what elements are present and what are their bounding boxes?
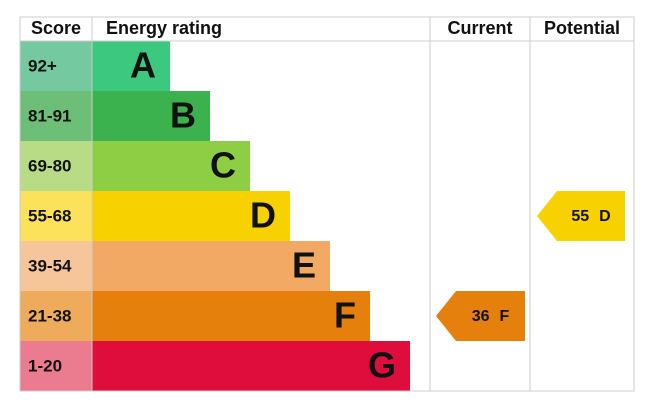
score-cell bbox=[20, 191, 92, 241]
arrow-shape bbox=[436, 291, 525, 341]
score-cell bbox=[20, 91, 92, 141]
rating-letter: D bbox=[250, 195, 276, 236]
score-label: 69-80 bbox=[28, 156, 71, 175]
rating-letter: B bbox=[170, 95, 196, 136]
header-potential: Potential bbox=[544, 18, 620, 38]
rating-bar bbox=[92, 91, 210, 141]
score-cell bbox=[20, 141, 92, 191]
score-cell bbox=[20, 241, 92, 291]
header-current: Current bbox=[447, 18, 512, 38]
header-rating: Energy rating bbox=[106, 18, 222, 38]
score-cell bbox=[20, 341, 92, 391]
current-arrow: 36 F bbox=[436, 291, 525, 341]
arrow-rating: D bbox=[599, 208, 611, 225]
rating-letter: E bbox=[292, 245, 316, 286]
potential-arrow: 55 D bbox=[537, 191, 625, 241]
rating-bar bbox=[92, 291, 370, 341]
score-label: 39-54 bbox=[28, 256, 72, 275]
score-label: 92+ bbox=[28, 56, 57, 75]
arrow-score: 55 bbox=[571, 208, 589, 225]
score-cell bbox=[20, 291, 92, 341]
rating-bar bbox=[92, 41, 170, 91]
rating-bar bbox=[92, 191, 290, 241]
arrow-label: 36 F bbox=[472, 308, 510, 325]
rating-letter: G bbox=[368, 345, 396, 386]
arrow-score: 36 bbox=[472, 308, 490, 325]
rating-letter: A bbox=[130, 45, 156, 86]
arrow-shape bbox=[537, 191, 625, 241]
rating-bar bbox=[92, 141, 250, 191]
table-frame bbox=[19, 16, 635, 392]
arrow-label: 55 D bbox=[571, 208, 610, 225]
score-label: 55-68 bbox=[28, 206, 71, 225]
arrow-rating: F bbox=[500, 308, 510, 325]
rating-letter: C bbox=[210, 145, 236, 186]
score-cell bbox=[20, 41, 92, 91]
rating-letter: F bbox=[334, 295, 356, 336]
score-label: 21-38 bbox=[28, 306, 71, 325]
header-score: Score bbox=[31, 18, 81, 38]
rating-bar bbox=[92, 341, 410, 391]
score-label: 1-20 bbox=[28, 356, 62, 375]
rating-bar bbox=[92, 241, 330, 291]
score-label: 81-91 bbox=[28, 106, 71, 125]
